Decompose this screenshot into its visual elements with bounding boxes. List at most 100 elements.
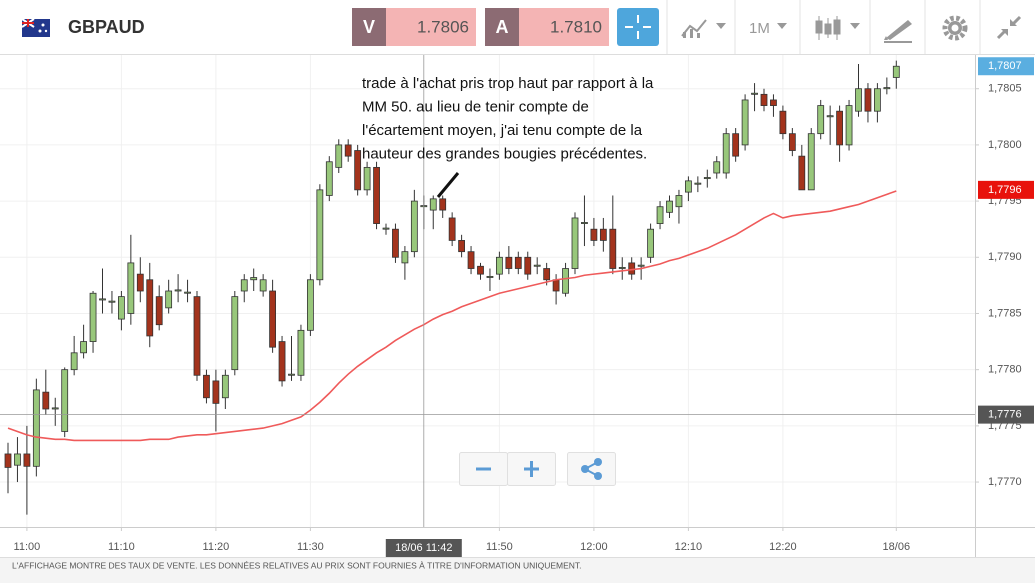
candle-body-up — [855, 88, 862, 112]
candle-body-up — [826, 115, 834, 118]
candle-body-up — [316, 189, 324, 281]
price-tag-label: 1,7807 — [988, 60, 1022, 72]
candle-body-down — [590, 228, 598, 241]
x-tick-label: 12:00 — [580, 541, 608, 553]
candle-body-down — [42, 391, 50, 410]
candle-body-down — [155, 296, 163, 326]
candle-body-down — [278, 341, 286, 382]
candle-body-up — [108, 300, 116, 303]
timeframe: 1M — [749, 20, 770, 37]
candle-body-down — [439, 198, 447, 211]
x-tick-label: 11:20 — [203, 541, 230, 553]
annotation-line: hauteur des grandes bougies précédentes. — [362, 145, 647, 162]
y-tick-label: 1,7800 — [988, 139, 1022, 151]
x-tick-label: 12:10 — [675, 541, 703, 553]
candle-body-up — [382, 227, 390, 230]
sell-button[interactable]: V 1.7806 — [352, 8, 476, 46]
annotation-line: MM 50. au lieu de tenir compte de — [362, 98, 589, 115]
annotation-pointer — [436, 172, 460, 198]
candle-body-down — [788, 133, 796, 151]
x-tick-label: 11:50 — [486, 541, 513, 553]
collapse-button[interactable] — [996, 15, 1022, 40]
settings-button[interactable] — [942, 15, 968, 41]
candle-type-button[interactable] — [815, 16, 860, 40]
toolbar-separators — [666, 0, 981, 54]
candle-body-up — [581, 222, 588, 224]
crosshair-price-label: 1,7776 — [988, 409, 1022, 421]
candle-body-up — [231, 296, 239, 371]
symbol: GBPAUD — [68, 17, 145, 37]
candle-body-down — [146, 279, 154, 337]
candle-body-up — [741, 99, 749, 146]
zoom-out-button[interactable] — [459, 452, 508, 486]
flag-icon — [21, 18, 50, 37]
x-tick-label: 12:20 — [769, 541, 797, 553]
candle-body-up — [675, 195, 683, 208]
candle-body-down — [448, 217, 456, 241]
crosshair-time-tag — [385, 539, 462, 557]
candle-body-up — [221, 374, 229, 399]
candle-body-down — [836, 110, 843, 146]
candle-body-up — [429, 198, 437, 211]
candle-body-down — [760, 93, 768, 106]
crosshair-button[interactable] — [617, 8, 659, 46]
candle-body-down — [864, 88, 872, 112]
candle-body-down — [505, 256, 513, 269]
y-tick-label: 1,7785 — [988, 307, 1022, 319]
candle-body-up — [401, 251, 409, 264]
candle-body-up — [335, 144, 343, 168]
candle-body-up — [892, 65, 900, 78]
candle-body-up — [288, 373, 295, 376]
candle-body-down — [136, 273, 144, 292]
moving-average — [7, 190, 897, 442]
candle-body-down — [212, 380, 220, 404]
y-tick-label: 1,7805 — [988, 83, 1022, 95]
candle-body-up — [118, 296, 125, 320]
candle-body-up — [495, 256, 503, 275]
candle-body-up — [618, 266, 626, 269]
candle-body-up — [647, 228, 654, 258]
candle-body-up — [174, 289, 182, 292]
buy-price: 1.7810 — [550, 17, 602, 36]
buy-button[interactable]: A 1.7810 — [485, 8, 609, 46]
candle-body-up — [883, 87, 891, 90]
candle-body-down — [269, 290, 277, 348]
candle-body-down — [552, 279, 560, 292]
candle-body-up — [817, 105, 825, 135]
candle-body-up — [685, 180, 692, 193]
price-tag-label: 1,7796 — [988, 184, 1022, 196]
sell-label: V — [363, 17, 375, 37]
candle-body-up — [722, 133, 730, 174]
candle-body-up — [127, 262, 135, 314]
candle-body-down — [770, 99, 777, 106]
drawing-tool-button[interactable] — [884, 20, 912, 43]
candle-body-up — [297, 329, 305, 376]
timeframe-button[interactable]: 1M — [749, 20, 787, 37]
candle-body-up — [61, 369, 69, 432]
crosshair-time-label: 18/06 11:42 — [395, 542, 452, 554]
zoom-in-button[interactable] — [507, 452, 556, 486]
candle-body-up — [51, 407, 59, 410]
candle-body-down — [609, 228, 617, 269]
x-tick-label: 11:10 — [108, 541, 135, 553]
candle-body-up — [486, 275, 494, 278]
candle-body-up — [807, 133, 815, 191]
chart-type-button[interactable] — [681, 19, 726, 38]
candle-body-down — [344, 144, 352, 157]
candle-body-up — [250, 277, 258, 281]
y-tick-label: 1,7780 — [988, 364, 1022, 376]
share-button[interactable] — [567, 452, 616, 486]
candle-body-down — [514, 256, 522, 269]
disclaimer: L'AFFICHAGE MONTRE DES TAUX DE VENTE. LE… — [12, 560, 582, 570]
annotation-line: l'écartement moyen, j'ai tenu compte de … — [362, 122, 643, 139]
candle-body-up — [184, 291, 191, 294]
candle-body-down — [732, 133, 740, 157]
sell-price: 1.7806 — [417, 17, 469, 36]
crosshair-price-tag — [978, 405, 1034, 424]
candle-body-down — [543, 268, 551, 281]
candle-body-up — [325, 161, 333, 196]
candle-body-up — [14, 453, 21, 466]
candle-body-down — [477, 265, 484, 275]
candle-body-up — [80, 341, 87, 354]
candle-body-down — [458, 240, 466, 253]
